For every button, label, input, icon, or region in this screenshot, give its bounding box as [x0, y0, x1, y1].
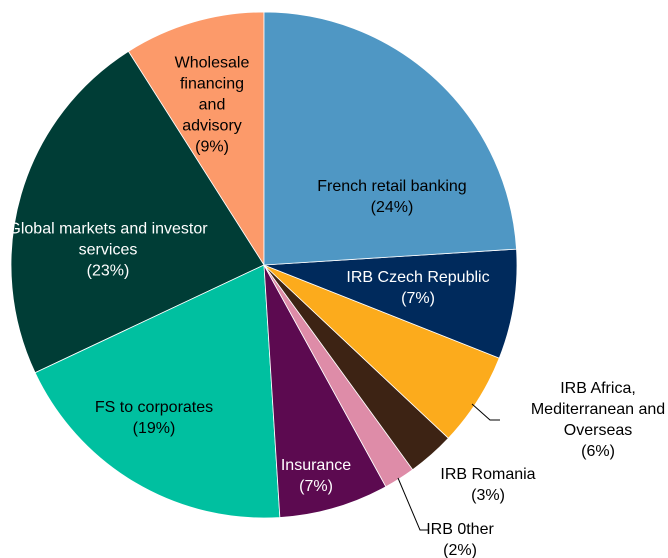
- category-label: FS to corporates: [94, 399, 214, 416]
- pie-slice: [263, 11, 517, 266]
- pie-slice: [10, 50, 265, 374]
- value-label: (9%): [195, 138, 229, 156]
- pie-slice: [127, 11, 265, 267]
- slice-label: IRB Romania (3%): [423, 464, 553, 506]
- value-label: (2%): [443, 542, 477, 558]
- category-label: Wholesale financing and advisory: [174, 54, 250, 135]
- category-label: Insurance: [280, 457, 352, 474]
- slice-label: Insurance (7%): [266, 455, 366, 497]
- pie-slice: [263, 264, 387, 518]
- category-label: IRB Romania: [440, 466, 536, 483]
- pie-slice: [34, 264, 281, 519]
- pie-slice: [263, 248, 518, 359]
- value-label: (7%): [401, 290, 435, 307]
- slice-label: IRB Africa, Mediterranean and Overseas (6…: [518, 378, 668, 462]
- slice-label: Wholesale financing and advisory (9%): [172, 53, 252, 158]
- category-label: IRB 0ther: [426, 521, 494, 538]
- slice-label: IRB Czech Republic (7%): [318, 267, 518, 309]
- slice-label: French retail banking (24%): [292, 176, 492, 218]
- category-label: IRB Czech Republic: [346, 269, 490, 286]
- value-label: (6%): [581, 443, 615, 460]
- category-label: IRB Africa, Mediterranean and Overseas: [530, 380, 666, 439]
- value-label: (19%): [132, 420, 176, 437]
- category-label: French retail banking: [317, 178, 467, 195]
- leader-line: [471, 403, 500, 421]
- category-label: Global markets and investor services: [8, 220, 208, 259]
- value-label: (24%): [370, 199, 414, 216]
- leader-line: [397, 477, 428, 531]
- slice-label: Global markets and investor services (23%…: [8, 219, 208, 282]
- value-label: (23%): [86, 262, 130, 280]
- value-label: (3%): [471, 487, 505, 504]
- slice-label: FS to corporates (19%): [64, 397, 244, 439]
- value-label: (7%): [299, 478, 333, 495]
- slice-label: IRB 0ther (2%): [410, 519, 510, 558]
